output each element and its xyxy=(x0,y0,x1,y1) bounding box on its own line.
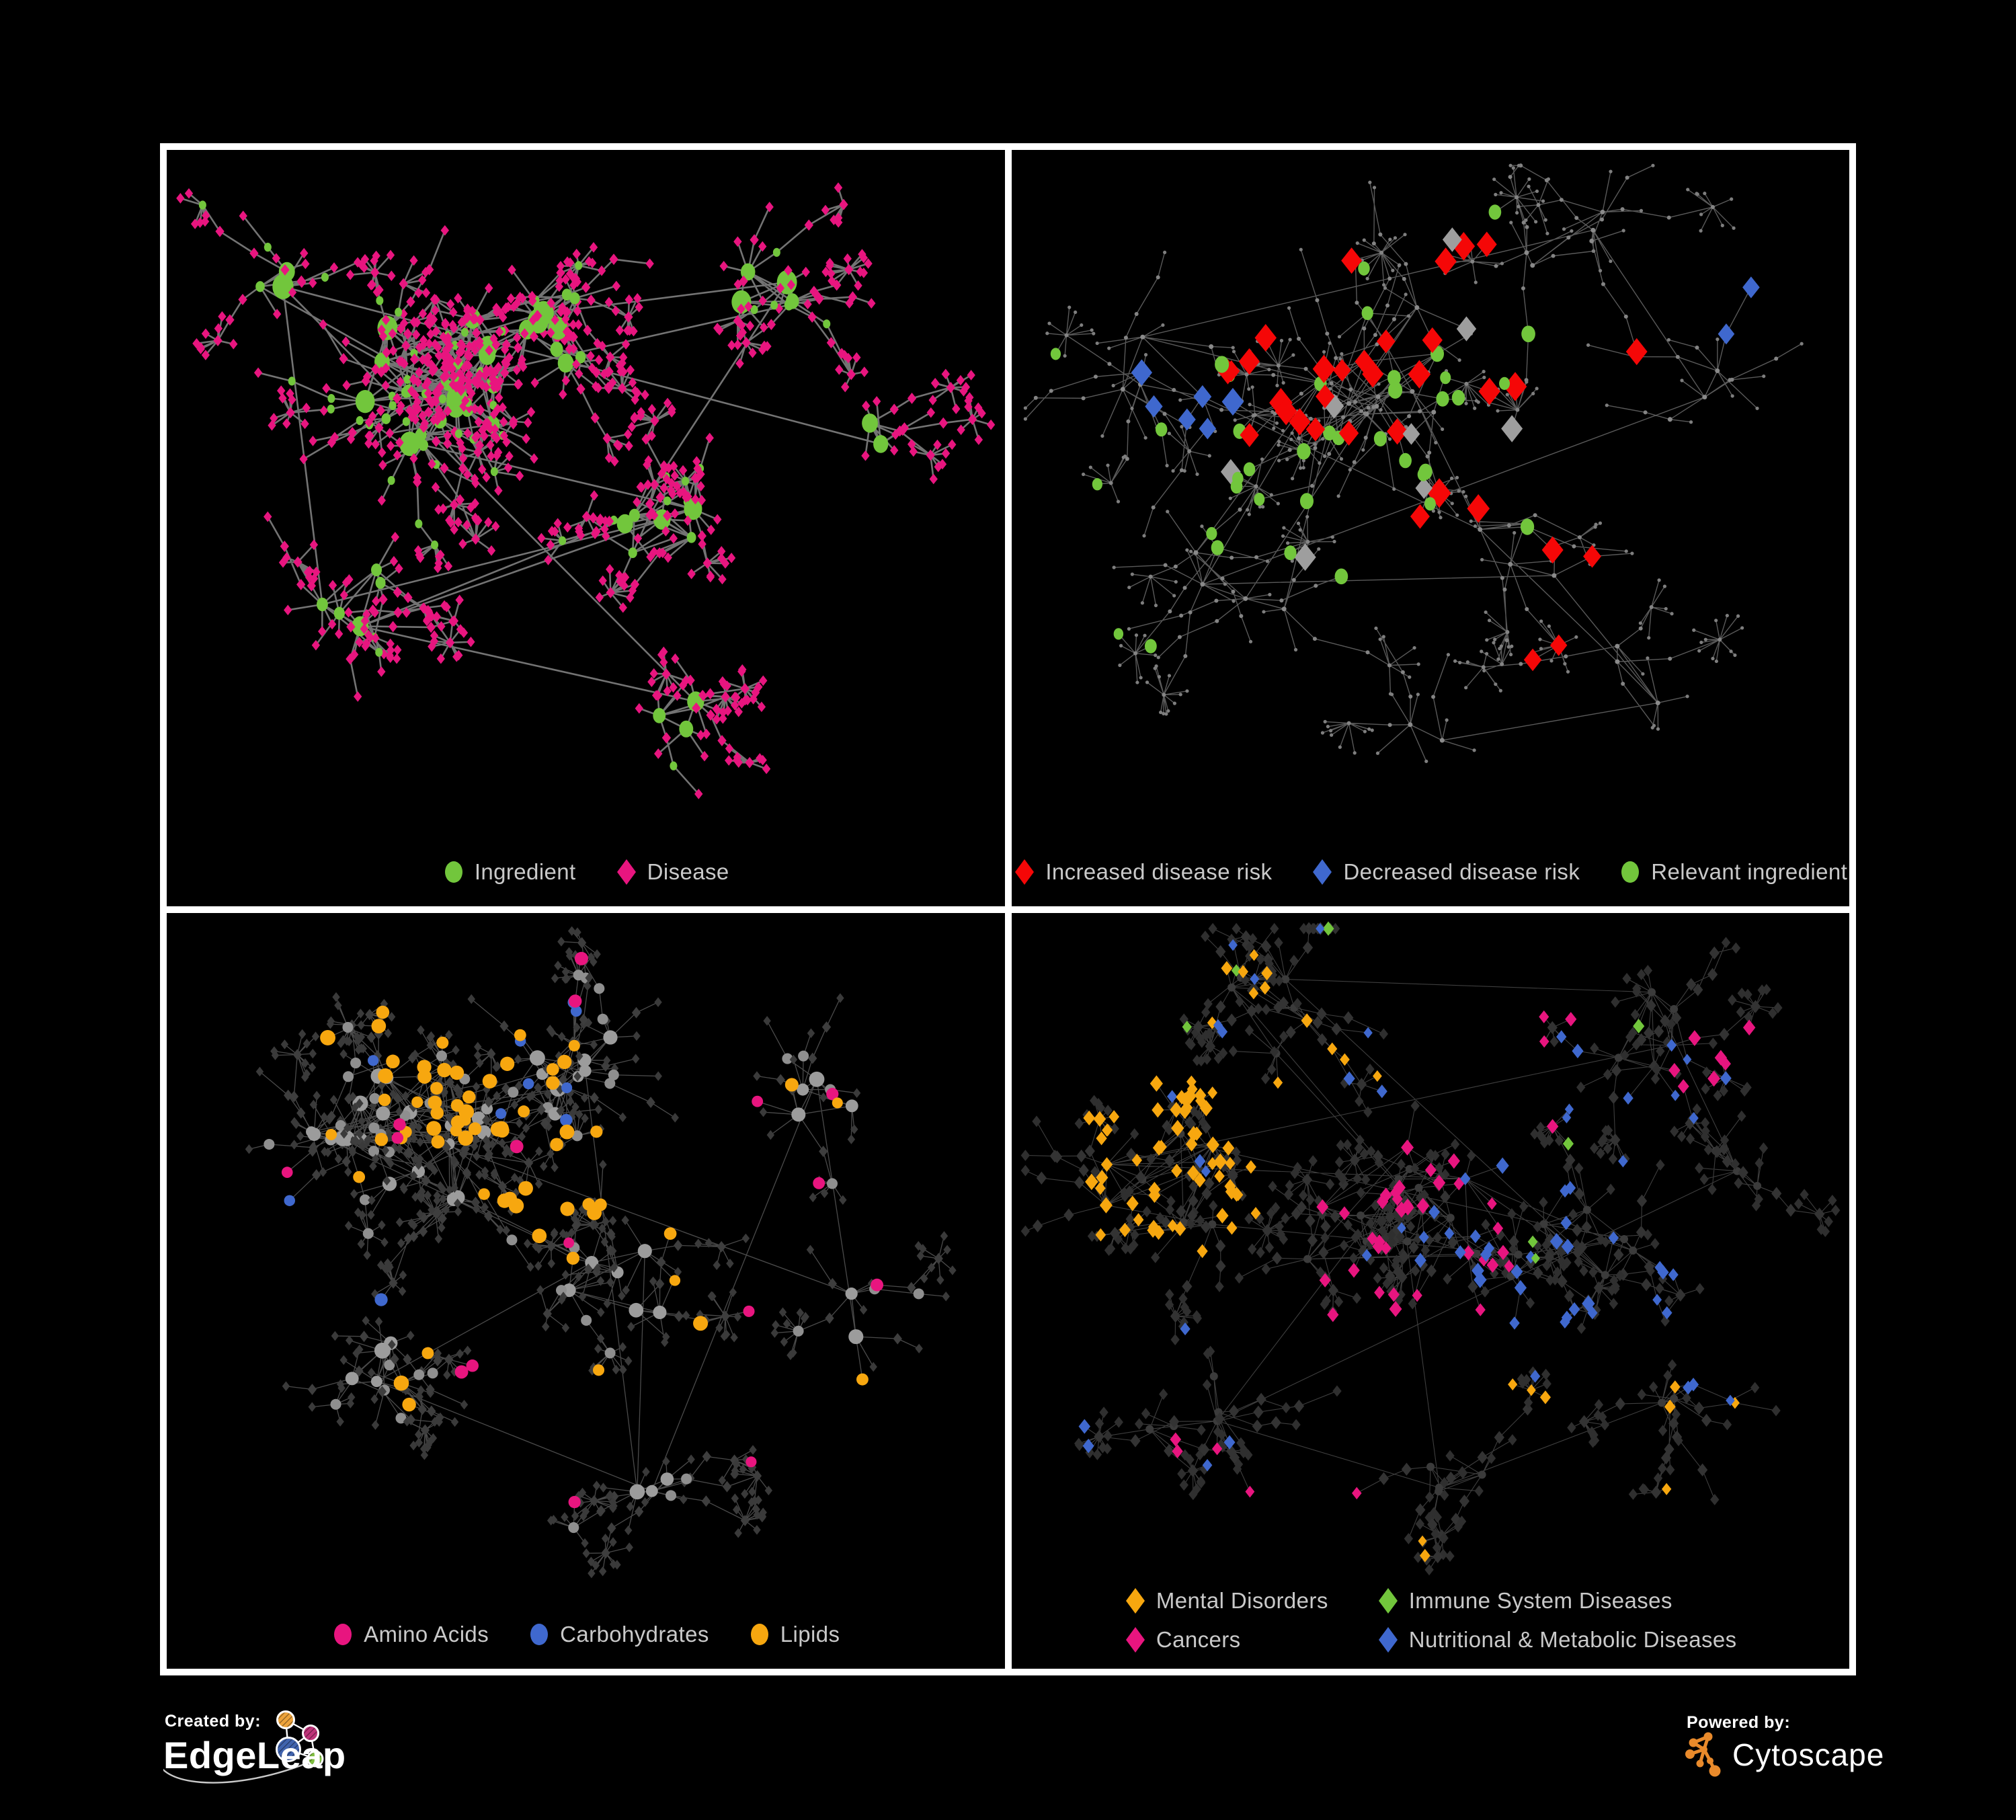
legend-label: Relevant ingredient xyxy=(1651,859,1848,884)
panel-ingredient-disease: Ingredient Disease xyxy=(167,150,1005,906)
ellipse-marker-icon xyxy=(444,861,462,883)
diamond-marker-icon xyxy=(1313,859,1332,885)
edgeleap-wordmark: EdgeLeap xyxy=(163,1734,346,1776)
edgeleap-logo-icon xyxy=(163,1710,324,1784)
legend-label: Immune System Diseases xyxy=(1408,1588,1672,1613)
cytoscape-branding: Powered by: Cytoscape xyxy=(1684,1713,1980,1794)
legend-disease-categories: Mental Disorders Immune System Diseases Ca… xyxy=(1012,1587,1850,1654)
legend-label: Ingredient xyxy=(474,859,576,884)
legend-label: Carbohydrates xyxy=(560,1622,709,1647)
diamond-marker-icon xyxy=(1125,1588,1145,1614)
legend-item: Increased disease risk xyxy=(1013,858,1272,886)
ellipse-marker-icon xyxy=(334,1624,352,1645)
legend-label: Cancers xyxy=(1156,1627,1241,1652)
panel-nutrient-classes: Amino Acids Carbohydrates Lipids xyxy=(167,912,1005,1669)
created-by-label: Created by: xyxy=(165,1712,261,1731)
powered-by-label: Powered by: xyxy=(1687,1713,1791,1732)
network-graph-ingredient-disease xyxy=(176,182,996,799)
panel-disease-risk: Increased disease risk Decreased disease … xyxy=(1011,150,1850,906)
legend-item: Carbohydrates xyxy=(528,1620,709,1649)
cytoscape-wordmark: Cytoscape xyxy=(1732,1737,1885,1772)
ellipse-marker-icon xyxy=(1621,861,1640,883)
legend-label: Increased disease risk xyxy=(1045,859,1273,884)
network-graph-nutrient-classes xyxy=(245,926,957,1578)
legend-item: Ingredient xyxy=(442,858,576,886)
network-edges xyxy=(1024,928,1836,1570)
legend-item: Decreased disease risk xyxy=(1311,858,1580,886)
legend-item: Disease xyxy=(615,858,729,886)
panel-disease-categories: Mental Disorders Immune System Diseases Ca… xyxy=(1011,912,1850,1669)
edgeleap-branding: Created by: EdgeLeap xyxy=(163,1708,540,1815)
legend-label: Mental Disorders xyxy=(1156,1588,1328,1613)
diamond-marker-icon xyxy=(1125,1627,1145,1653)
legend-item: Mental Disorders xyxy=(1124,1587,1328,1615)
legend-label: Lipids xyxy=(780,1622,840,1647)
legend-item: Immune System Diseases xyxy=(1377,1587,1737,1615)
diamond-marker-icon xyxy=(1378,1627,1398,1653)
diamond-marker-icon xyxy=(1015,859,1035,885)
legend-item: Cancers xyxy=(1124,1626,1328,1654)
network-edges xyxy=(1024,165,1802,762)
network-graph-disease-risk xyxy=(1023,163,1804,763)
legend-disease-risk: Increased disease risk Decreased disease … xyxy=(1012,858,1850,886)
panels-grid: Ingredient Disease Increased disease risk… xyxy=(160,143,1856,1675)
cytoscape-logo-icon xyxy=(1685,1732,1721,1777)
network-graph-disease-categories xyxy=(1020,920,1840,1575)
legend-label: Decreased disease risk xyxy=(1343,859,1580,884)
legend-label: Amino Acids xyxy=(364,1622,489,1647)
diamond-marker-icon xyxy=(616,859,636,885)
legend-item: Amino Acids xyxy=(331,1620,489,1649)
legend-item: Lipids xyxy=(748,1620,840,1649)
ellipse-marker-icon xyxy=(750,1624,768,1645)
legend-label: Nutritional & Metabolic Diseases xyxy=(1408,1627,1737,1652)
legend-ingredient-disease: Ingredient Disease xyxy=(167,858,1005,886)
legend-item: Nutritional & Metabolic Diseases xyxy=(1377,1626,1737,1654)
ellipse-marker-icon xyxy=(530,1624,549,1645)
legend-label: Disease xyxy=(647,859,729,884)
legend-item: Relevant ingredient xyxy=(1619,858,1847,886)
legend-nutrient-classes: Amino Acids Carbohydrates Lipids xyxy=(167,1620,1005,1649)
diamond-marker-icon xyxy=(1378,1588,1398,1614)
